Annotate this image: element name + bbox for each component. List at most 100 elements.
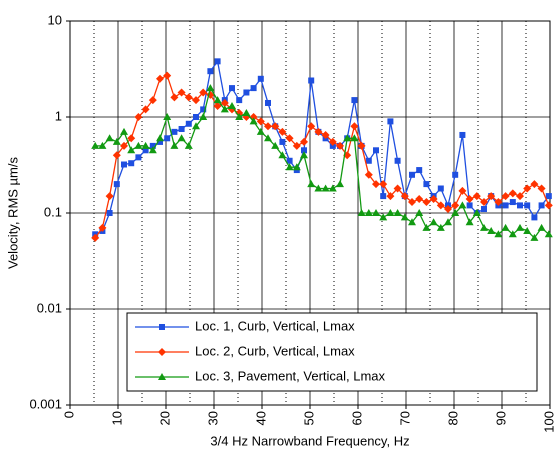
marker (544, 230, 553, 238)
marker (307, 122, 316, 131)
marker (494, 230, 503, 238)
marker (177, 134, 186, 142)
marker (257, 75, 264, 82)
marker (422, 223, 431, 231)
series-line (94, 74, 550, 239)
marker (451, 209, 460, 216)
marker (134, 113, 143, 121)
marker (185, 120, 192, 127)
marker (373, 147, 379, 154)
marker (350, 122, 359, 131)
marker (301, 147, 307, 154)
marker (465, 218, 474, 226)
marker (192, 122, 200, 130)
marker (308, 77, 315, 84)
x-tick-label: 30 (205, 411, 220, 425)
marker (256, 117, 265, 126)
marker (422, 198, 431, 207)
legend-label: Loc. 3, Pavement, Vertical, Lmax (195, 368, 386, 383)
legend-label: Loc. 1, Curb, Vertical, Lmax (195, 318, 355, 333)
marker (487, 226, 496, 234)
marker (437, 185, 444, 192)
marker (112, 151, 121, 160)
x-tick-label: 60 (349, 411, 364, 425)
marker (105, 192, 114, 201)
marker (387, 118, 394, 125)
y-tick-label: 1 (55, 108, 62, 123)
marker (328, 137, 337, 146)
marker (351, 97, 358, 104)
marker (336, 180, 344, 188)
marker (213, 96, 222, 104)
x-tick-label: 10 (109, 411, 124, 425)
marker (523, 184, 532, 193)
marker (220, 98, 229, 107)
marker (184, 141, 193, 149)
marker (279, 138, 286, 145)
marker (465, 194, 474, 203)
marker (423, 181, 430, 188)
marker (159, 324, 165, 330)
x-tick-label: 50 (301, 411, 316, 425)
marker (193, 114, 199, 120)
marker (171, 128, 178, 135)
marker (372, 180, 380, 189)
marker (192, 96, 200, 105)
marker (321, 130, 330, 139)
marker (314, 184, 323, 192)
marker (452, 171, 459, 178)
marker (472, 192, 481, 201)
marker (156, 134, 164, 142)
marker (158, 373, 166, 380)
marker (207, 68, 214, 75)
marker (458, 201, 467, 209)
x-tick-label: 90 (493, 411, 508, 425)
marker (400, 213, 409, 221)
marker (134, 141, 143, 149)
marker (228, 102, 236, 110)
marker (372, 209, 380, 216)
marker (91, 141, 100, 149)
marker (501, 192, 510, 201)
marker (264, 122, 272, 131)
marker (106, 210, 113, 216)
marker (242, 109, 251, 117)
marker (487, 192, 496, 201)
marker (336, 141, 344, 150)
marker (394, 157, 401, 164)
marker (271, 122, 280, 131)
marker (530, 233, 539, 241)
marker (508, 230, 517, 238)
marker (170, 93, 179, 102)
marker (321, 184, 330, 192)
marker (278, 127, 287, 136)
marker (459, 131, 466, 138)
marker (265, 99, 271, 106)
marker (343, 134, 352, 142)
marker (538, 202, 545, 209)
marker (292, 141, 301, 150)
marker (415, 194, 424, 203)
marker (256, 127, 265, 135)
marker (481, 206, 487, 213)
marker (537, 223, 546, 231)
marker (357, 141, 366, 150)
marker (523, 226, 532, 234)
marker (501, 223, 510, 231)
marker (236, 97, 243, 104)
marker (235, 113, 244, 120)
marker (220, 105, 229, 113)
marker (113, 181, 120, 188)
marker (264, 134, 272, 142)
marker (508, 189, 517, 198)
marker (379, 213, 388, 221)
marker (141, 141, 150, 149)
marker (177, 88, 186, 97)
marker (200, 106, 207, 113)
marker (545, 193, 552, 200)
marker (105, 134, 114, 142)
marker (307, 180, 316, 188)
marker (429, 218, 438, 226)
marker (156, 74, 164, 83)
marker (429, 194, 438, 203)
